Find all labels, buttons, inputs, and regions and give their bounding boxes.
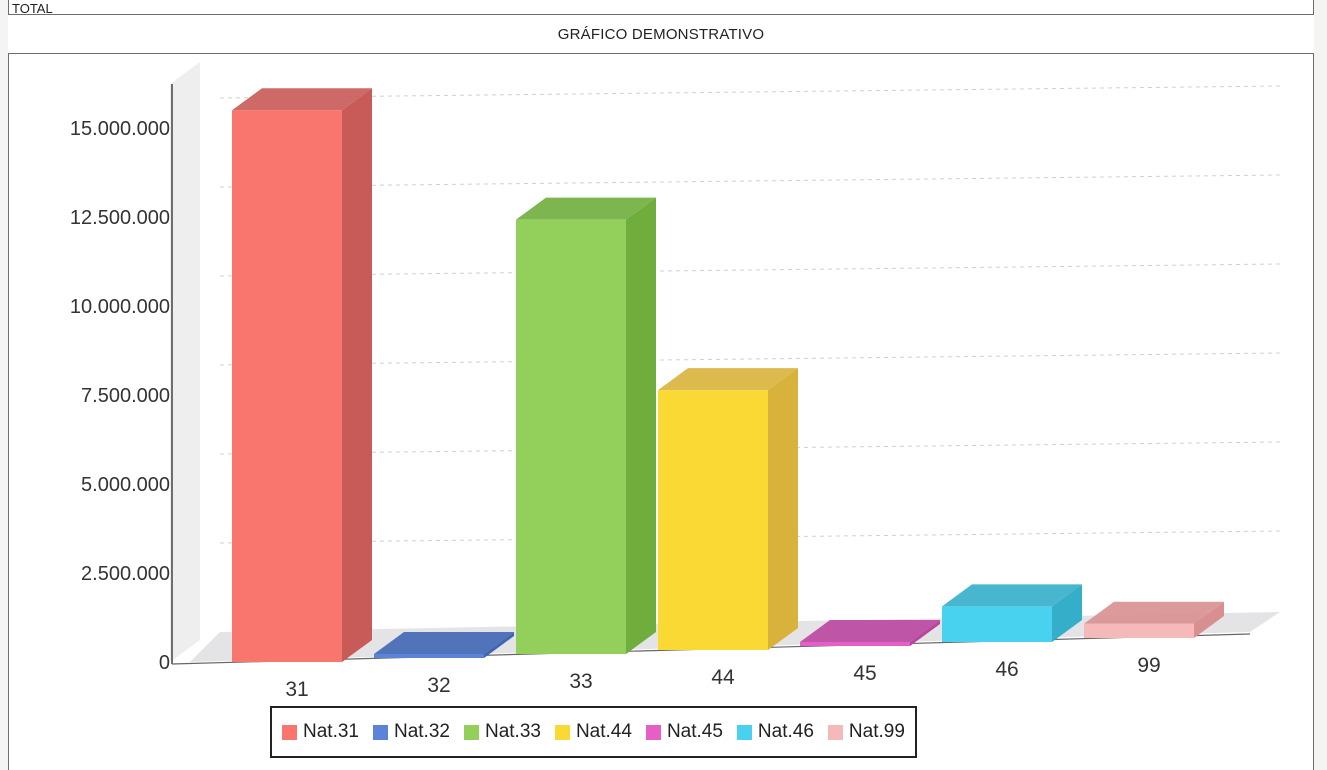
gridline — [219, 352, 1281, 366]
legend-swatch — [645, 724, 661, 740]
legend-label: Nat.31 — [303, 721, 359, 742]
legend-item: Nat.32 — [372, 721, 450, 743]
bar-side — [768, 368, 798, 650]
legend-item: Nat.31 — [282, 721, 359, 743]
legend-swatch — [463, 724, 479, 740]
y-tick-label: 15.000.000 — [70, 118, 170, 140]
title-bar: GRÁFICO DEMONSTRATIVO — [8, 14, 1314, 54]
chart-legend: Nat.31 Nat.32 Nat.33 Nat.44 Nat.45 Nat.46 Nat.… — [270, 706, 917, 758]
bar-side — [342, 88, 372, 662]
y-tick-label: 0 — [159, 652, 170, 674]
bar — [942, 606, 1052, 642]
bar-side — [1052, 584, 1082, 642]
legend-label: Nat.32 — [393, 721, 450, 742]
plot-left-wall — [170, 62, 200, 662]
bar-side — [910, 620, 940, 646]
chart-title: GRÁFICO DEMONSTRATIVO — [557, 25, 765, 43]
bar-top — [1084, 601, 1224, 624]
x-tick-label: 45 — [853, 662, 876, 685]
bar-top — [800, 620, 940, 642]
x-tick-label: 31 — [285, 678, 308, 701]
y-tick-label: 7.500.000 — [81, 385, 170, 407]
x-tick-label: 33 — [569, 670, 592, 693]
y-tick-label: 12.500.000 — [70, 207, 170, 229]
bar — [1084, 623, 1194, 638]
gridline — [219, 85, 1281, 99]
legend-label: Nat.44 — [575, 721, 632, 742]
legend-label: Nat.45 — [666, 721, 723, 742]
x-tick-label: 99 — [1137, 654, 1160, 677]
legend-swatch — [827, 724, 843, 740]
y-tick-label: 5.000.000 — [81, 474, 170, 496]
bar-side — [626, 197, 656, 654]
x-tick-label: 46 — [995, 658, 1018, 681]
bar-top — [232, 88, 372, 111]
legend-item: Nat.99 — [827, 721, 905, 743]
bar — [516, 219, 626, 654]
legend-label: Nat.99 — [848, 721, 905, 742]
legend-swatch — [554, 724, 570, 740]
legend-item: Nat.33 — [463, 721, 541, 743]
legend-swatch — [736, 724, 752, 740]
legend-swatch — [282, 724, 297, 740]
y-tick-label: 2.500.000 — [81, 563, 170, 585]
bar-top — [942, 584, 1082, 607]
legend-swatch — [372, 724, 388, 740]
bar-top — [374, 632, 514, 654]
bar-side — [484, 632, 514, 658]
bar-side — [1194, 601, 1224, 638]
bar — [658, 390, 768, 650]
y-tick-label: 10.000.000 — [70, 296, 170, 318]
top-label: TOTAL — [12, 1, 53, 16]
legend-label: Nat.46 — [757, 721, 814, 742]
legend-item: Nat.44 — [554, 721, 632, 743]
x-tick-label: 44 — [711, 666, 735, 689]
gridline — [219, 174, 1281, 188]
gridline — [219, 263, 1281, 277]
bar-top — [658, 368, 798, 391]
bar — [374, 654, 484, 658]
x-tick-label: 32 — [427, 674, 450, 697]
legend-label: Nat.33 — [484, 721, 541, 742]
legend-item: Nat.46 — [736, 721, 814, 743]
bar — [800, 642, 910, 646]
legend-item: Nat.45 — [645, 721, 723, 743]
plot-back-wall — [190, 70, 1280, 662]
bar-top — [516, 197, 656, 220]
bar — [232, 110, 342, 662]
